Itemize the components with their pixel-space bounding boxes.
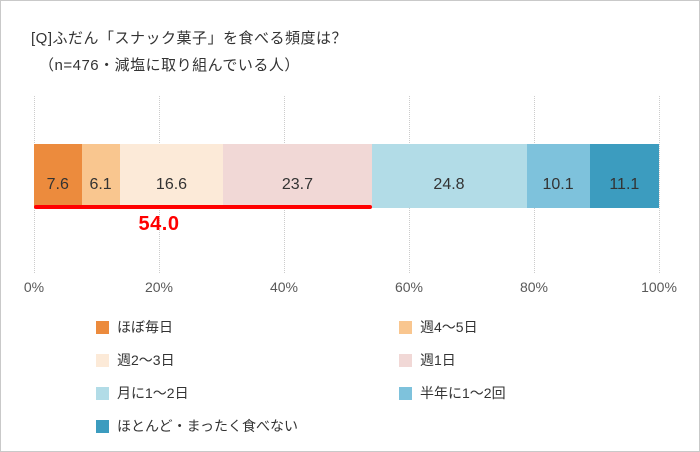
legend-label: ほとんど・まったく食べない [117,418,299,434]
legend-label: 月に1～2日 [117,385,189,401]
gridline [659,96,660,273]
legend-swatch [96,386,109,400]
segment-value-label: 6.1 [89,176,112,193]
legend-item: 週4～5日 [399,317,661,337]
legend-item: ほとんど・まったく食べない [96,416,399,436]
legend-swatch [399,320,412,334]
legend-item: 月に1～2日 [96,383,399,403]
x-tick-label: 80% [519,279,549,295]
legend-swatch [96,353,109,367]
legend-item: 週2～3日 [96,350,399,370]
legend-label: 半年に1～2回 [420,385,506,401]
legend-swatch [96,320,109,334]
segment-value-label: 11.1 [609,176,640,193]
segment-value-label: 23.7 [281,176,313,193]
legend-item: 半年に1～2回 [399,383,661,403]
bar-segment: 23.7 [223,144,372,208]
chart-title: [Q]ふだん「スナック菓子」を食べる頻度は？ [31,30,348,47]
plot-area: 7.6 6.1 16.6 23.7 24.8 10.1 11.1 54.0 0% 20% 40%… [24,96,677,295]
legend-swatch [399,386,412,400]
bar-segment: 24.8 [371,144,527,208]
legend-label: 週1日 [420,352,456,368]
legend-swatch [399,353,412,367]
bar-segment: 16.6 [119,144,224,208]
stacked-bar: 7.6 6.1 16.6 23.7 24.8 10.1 11.1 [34,144,659,208]
x-tick-label: 40% [269,279,299,295]
segment-value-label: 7.6 [46,176,69,193]
x-tick-label: 20% [144,279,174,295]
segment-value-label: 24.8 [433,176,465,193]
annotation-value: 54.0 [138,213,180,235]
annotation-underline [34,205,372,209]
legend-item: 週1日 [399,350,661,370]
legend-label: ほぼ毎日 [117,319,173,335]
legend-item: ほぼ毎日 [96,317,399,337]
legend: ほぼ毎日 週4～5日週2～3日 週1日月に1～2日 半年に1～2回ほとんど・まったく食… [96,317,661,436]
bar-segment: 10.1 [526,144,590,208]
legend-swatch [96,419,109,433]
bar-segment: 7.6 [34,144,82,208]
segment-value-label: 16.6 [155,176,188,193]
x-tick-label: 0% [23,279,45,295]
x-tick-label: 60% [394,279,424,295]
bar-segment: 6.1 [81,144,120,208]
bar-segment: 11.1 [589,144,659,208]
segment-value-label: 10.1 [542,176,574,193]
legend-label: 週2～3日 [117,352,175,368]
chart-subtitle: （n=476・減塩に取り組んでいる人） [39,57,300,74]
x-tick-label: 100% [641,279,677,295]
legend-label: 週4～5日 [420,319,478,335]
